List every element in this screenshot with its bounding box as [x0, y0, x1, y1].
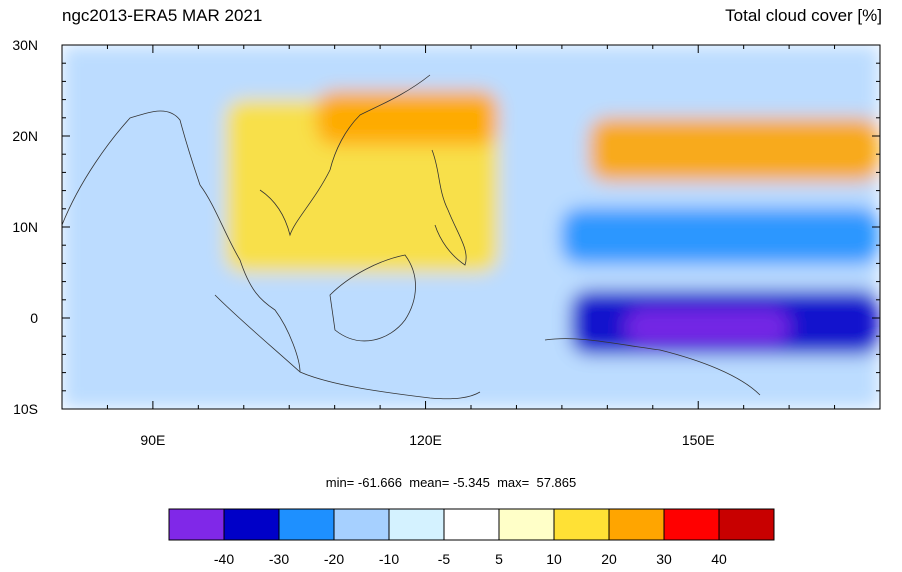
anomaly-region-5 [561, 208, 880, 264]
anomaly-region-1 [316, 90, 499, 146]
x-tick-label: 150E [682, 432, 715, 448]
colorbar-label: 40 [711, 551, 727, 567]
plot-title: ngc2013-ERA5 MAR 2021 [62, 6, 263, 25]
colorbar-label: 10 [546, 551, 562, 567]
anomaly-region-2 [589, 117, 880, 182]
coastline-sumatra-java [214, 294, 481, 400]
colorbar-label: -30 [269, 551, 289, 567]
coastline-philippines [431, 149, 467, 266]
colorbar-swatch [388, 508, 445, 541]
coastline-indochina [199, 74, 431, 373]
colorbar-swatch [278, 508, 335, 541]
colorbar-label: -20 [324, 551, 344, 567]
min-value: -61.666 [357, 475, 402, 490]
coastline-borneo [329, 254, 416, 342]
y-tick-label: 20N [12, 128, 38, 144]
x-tick-label: 120E [409, 432, 442, 448]
y-tick-label: 0 [30, 310, 38, 326]
max-value: 57.865 [536, 475, 577, 490]
x-tick-label: 90E [140, 432, 165, 448]
max-label: max= [497, 475, 530, 490]
colorbar-label: 30 [656, 551, 672, 567]
variable-title: Total cloud cover [%] [725, 6, 882, 25]
coastline-india [62, 110, 201, 226]
colorbar-swatch [498, 508, 555, 541]
colorbar-swatch [223, 508, 280, 541]
mean-label: mean= [409, 475, 450, 490]
colorbar-label: -40 [214, 551, 234, 567]
colorbar-swatch [443, 508, 500, 541]
colorbar-label: -5 [438, 551, 451, 567]
colorbar-swatch [553, 508, 610, 541]
colorbar-swatch [608, 508, 665, 541]
colorbar-swatch [333, 508, 390, 541]
colorbar-label: 5 [495, 551, 503, 567]
y-tick-label: 10N [12, 219, 38, 235]
summary-statistics: min= -61.666 mean= -5.345 max= 57.865 [0, 475, 902, 490]
min-label: min= [325, 475, 355, 490]
colorbar-swatch [718, 508, 775, 541]
colorbar-swatch [663, 508, 720, 541]
colorbar-swatch [168, 508, 225, 541]
colorbar-label: 20 [601, 551, 617, 567]
y-tick-label: 10S [13, 401, 38, 417]
anomaly-region-4 [625, 308, 790, 346]
anomaly-map: 90E 120E 150E 30N 20N 10N 0 10S [12, 37, 881, 448]
mean-value: -5.345 [452, 475, 490, 490]
colorbar-label: -10 [379, 551, 399, 567]
coastline-new-guinea [544, 338, 761, 396]
y-tick-label: 30N [12, 37, 38, 53]
